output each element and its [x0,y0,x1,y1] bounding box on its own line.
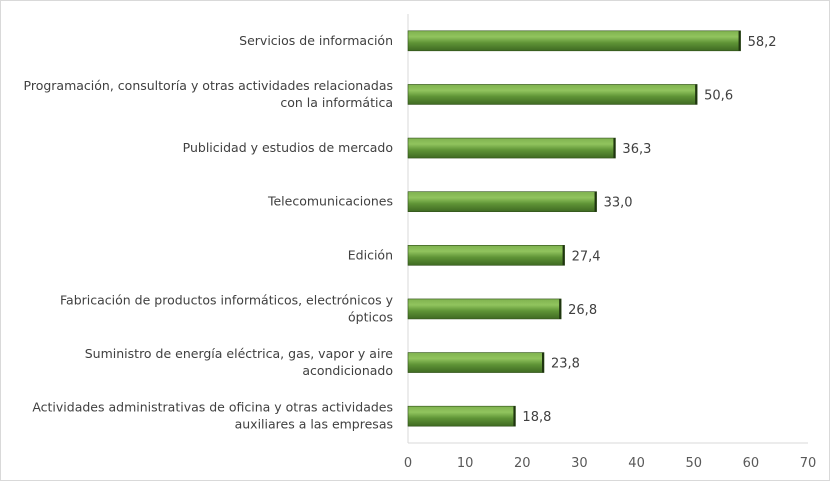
category-label: Programación, consultoría y otras activi… [24,78,393,93]
bar-group: 36,3 Publicidad y estudios de mercado [183,137,651,159]
bar [407,30,741,52]
data-label: 58,2 [748,35,777,50]
data-label: 27,4 [572,249,601,264]
x-tick-label: 10 [457,456,474,471]
bar [407,137,616,159]
x-tick-label: 0 [404,456,412,471]
category-label: Edición [348,247,393,262]
category-label: Publicidad y estudios de mercado [183,140,393,155]
category-label: auxiliares a las empresas [235,417,393,432]
bar-group: 50,6 Programación, consultoría y otras ac… [24,78,734,110]
bar [407,352,545,373]
data-label: 23,8 [551,357,580,372]
x-tick-label: 50 [685,456,702,471]
x-tick-label: 70 [800,456,817,471]
data-label: 18,8 [522,410,551,425]
bar-group: 23,8 Suministro de energía eléctrica, gas… [85,346,580,378]
category-label: Actividades administrativas de oficina y… [32,400,393,415]
data-label: 50,6 [704,88,733,103]
x-tick-label: 20 [514,456,531,471]
category-label: Suministro de energía eléctrica, gas, va… [85,346,394,361]
bar-group: 27,4 Edición [348,245,601,266]
bar [407,191,597,212]
bar [407,84,698,105]
category-label: ópticos [348,309,393,324]
x-tick-label: 30 [571,456,588,471]
bar [407,405,516,427]
bar-group: 26,8 Fabricación de productos informático… [60,292,597,324]
x-tick-label: 40 [628,456,645,471]
bar-group: 33,0 Telecomunicaciones [267,191,633,212]
category-label: acondicionado [302,363,393,378]
category-label: con la informática [280,95,393,110]
data-label: 26,8 [568,303,597,318]
data-label: 33,0 [604,196,633,211]
x-tick-label: 60 [743,456,760,471]
category-label: Telecomunicaciones [267,194,393,209]
category-label: Servicios de información [239,33,393,48]
category-label: Fabricación de productos informáticos, e… [60,292,394,307]
data-label: 36,3 [622,142,651,157]
bar [407,245,565,266]
bar [407,298,562,320]
bar-group: 58,2 Servicios de información [239,30,777,52]
bar-group: 18,8 Actividades administrativas de ofici… [32,400,551,432]
